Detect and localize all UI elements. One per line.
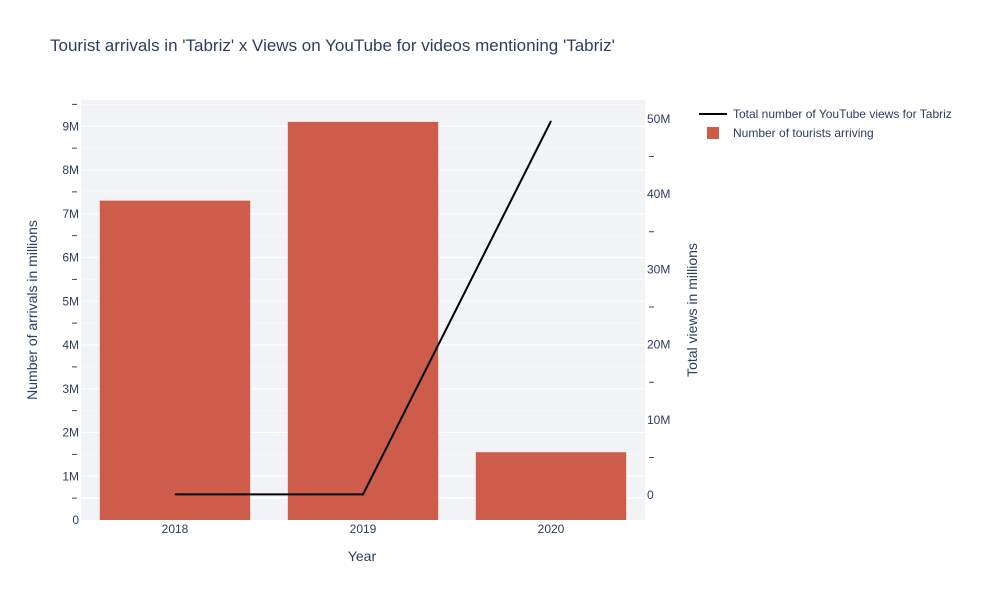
y2-tick-label: 20M (647, 338, 670, 352)
x-tick-label: 2019 (350, 522, 377, 536)
x-axis: 2018 2019 2020 (162, 522, 565, 536)
y-tick-label: 3M (62, 382, 79, 396)
chart-title: Tourist arrivals in 'Tabriz' x Views on … (50, 36, 615, 55)
legend-bar-swatch (707, 127, 719, 139)
y-tick-label: 8M (62, 163, 79, 177)
y2-tick-label: 40M (647, 187, 670, 201)
y2-tick-label: 50M (647, 112, 670, 126)
x-axis-title: Year (348, 548, 377, 564)
bar-2020[interactable] (475, 452, 627, 520)
y-tick-label: 9M (62, 119, 79, 133)
y-axis-right: 0 10M 20M 30M 40M 50M (647, 112, 670, 502)
x-tick-label: 2020 (538, 522, 565, 536)
y-tick-label: 6M (62, 251, 79, 265)
y2-axis-title: Total views in millions (684, 243, 700, 377)
y-tick-label: 1M (62, 469, 79, 483)
bar-2019[interactable] (287, 121, 439, 520)
bar-series[interactable] (99, 121, 627, 520)
legend-item-youtube-views[interactable]: Total number of YouTube views for Tabriz (699, 107, 952, 121)
legend[interactable]: Total number of YouTube views for Tabriz… (699, 107, 952, 140)
line-point-2018 (174, 493, 176, 495)
y2-tick-label: 0 (647, 488, 654, 502)
y2-tick-label: 10M (647, 413, 670, 427)
legend-item-tourists[interactable]: Number of tourists arriving (707, 126, 874, 140)
line-point-2020 (550, 120, 552, 122)
bar-2018[interactable] (99, 200, 251, 520)
y2-tick-label: 30M (647, 262, 670, 276)
y-axis-left: 0 1M 2M 3M 4M 5M 6M 7M 8M 9M (62, 103, 79, 527)
x-tick-label: 2018 (162, 522, 189, 536)
legend-label-youtube-views: Total number of YouTube views for Tabriz (733, 107, 952, 121)
y-tick-label: 7M (62, 207, 79, 221)
y-tick-label: 2M (62, 426, 79, 440)
legend-label-tourists: Number of tourists arriving (733, 126, 874, 140)
line-point-2019 (362, 493, 364, 495)
y-tick-label: 5M (62, 294, 79, 308)
y-tick-label: 0 (72, 513, 79, 527)
y-tick-label: 4M (62, 338, 79, 352)
line-series[interactable] (174, 120, 552, 496)
y-axis-title: Number of arrivals in millions (24, 220, 40, 400)
